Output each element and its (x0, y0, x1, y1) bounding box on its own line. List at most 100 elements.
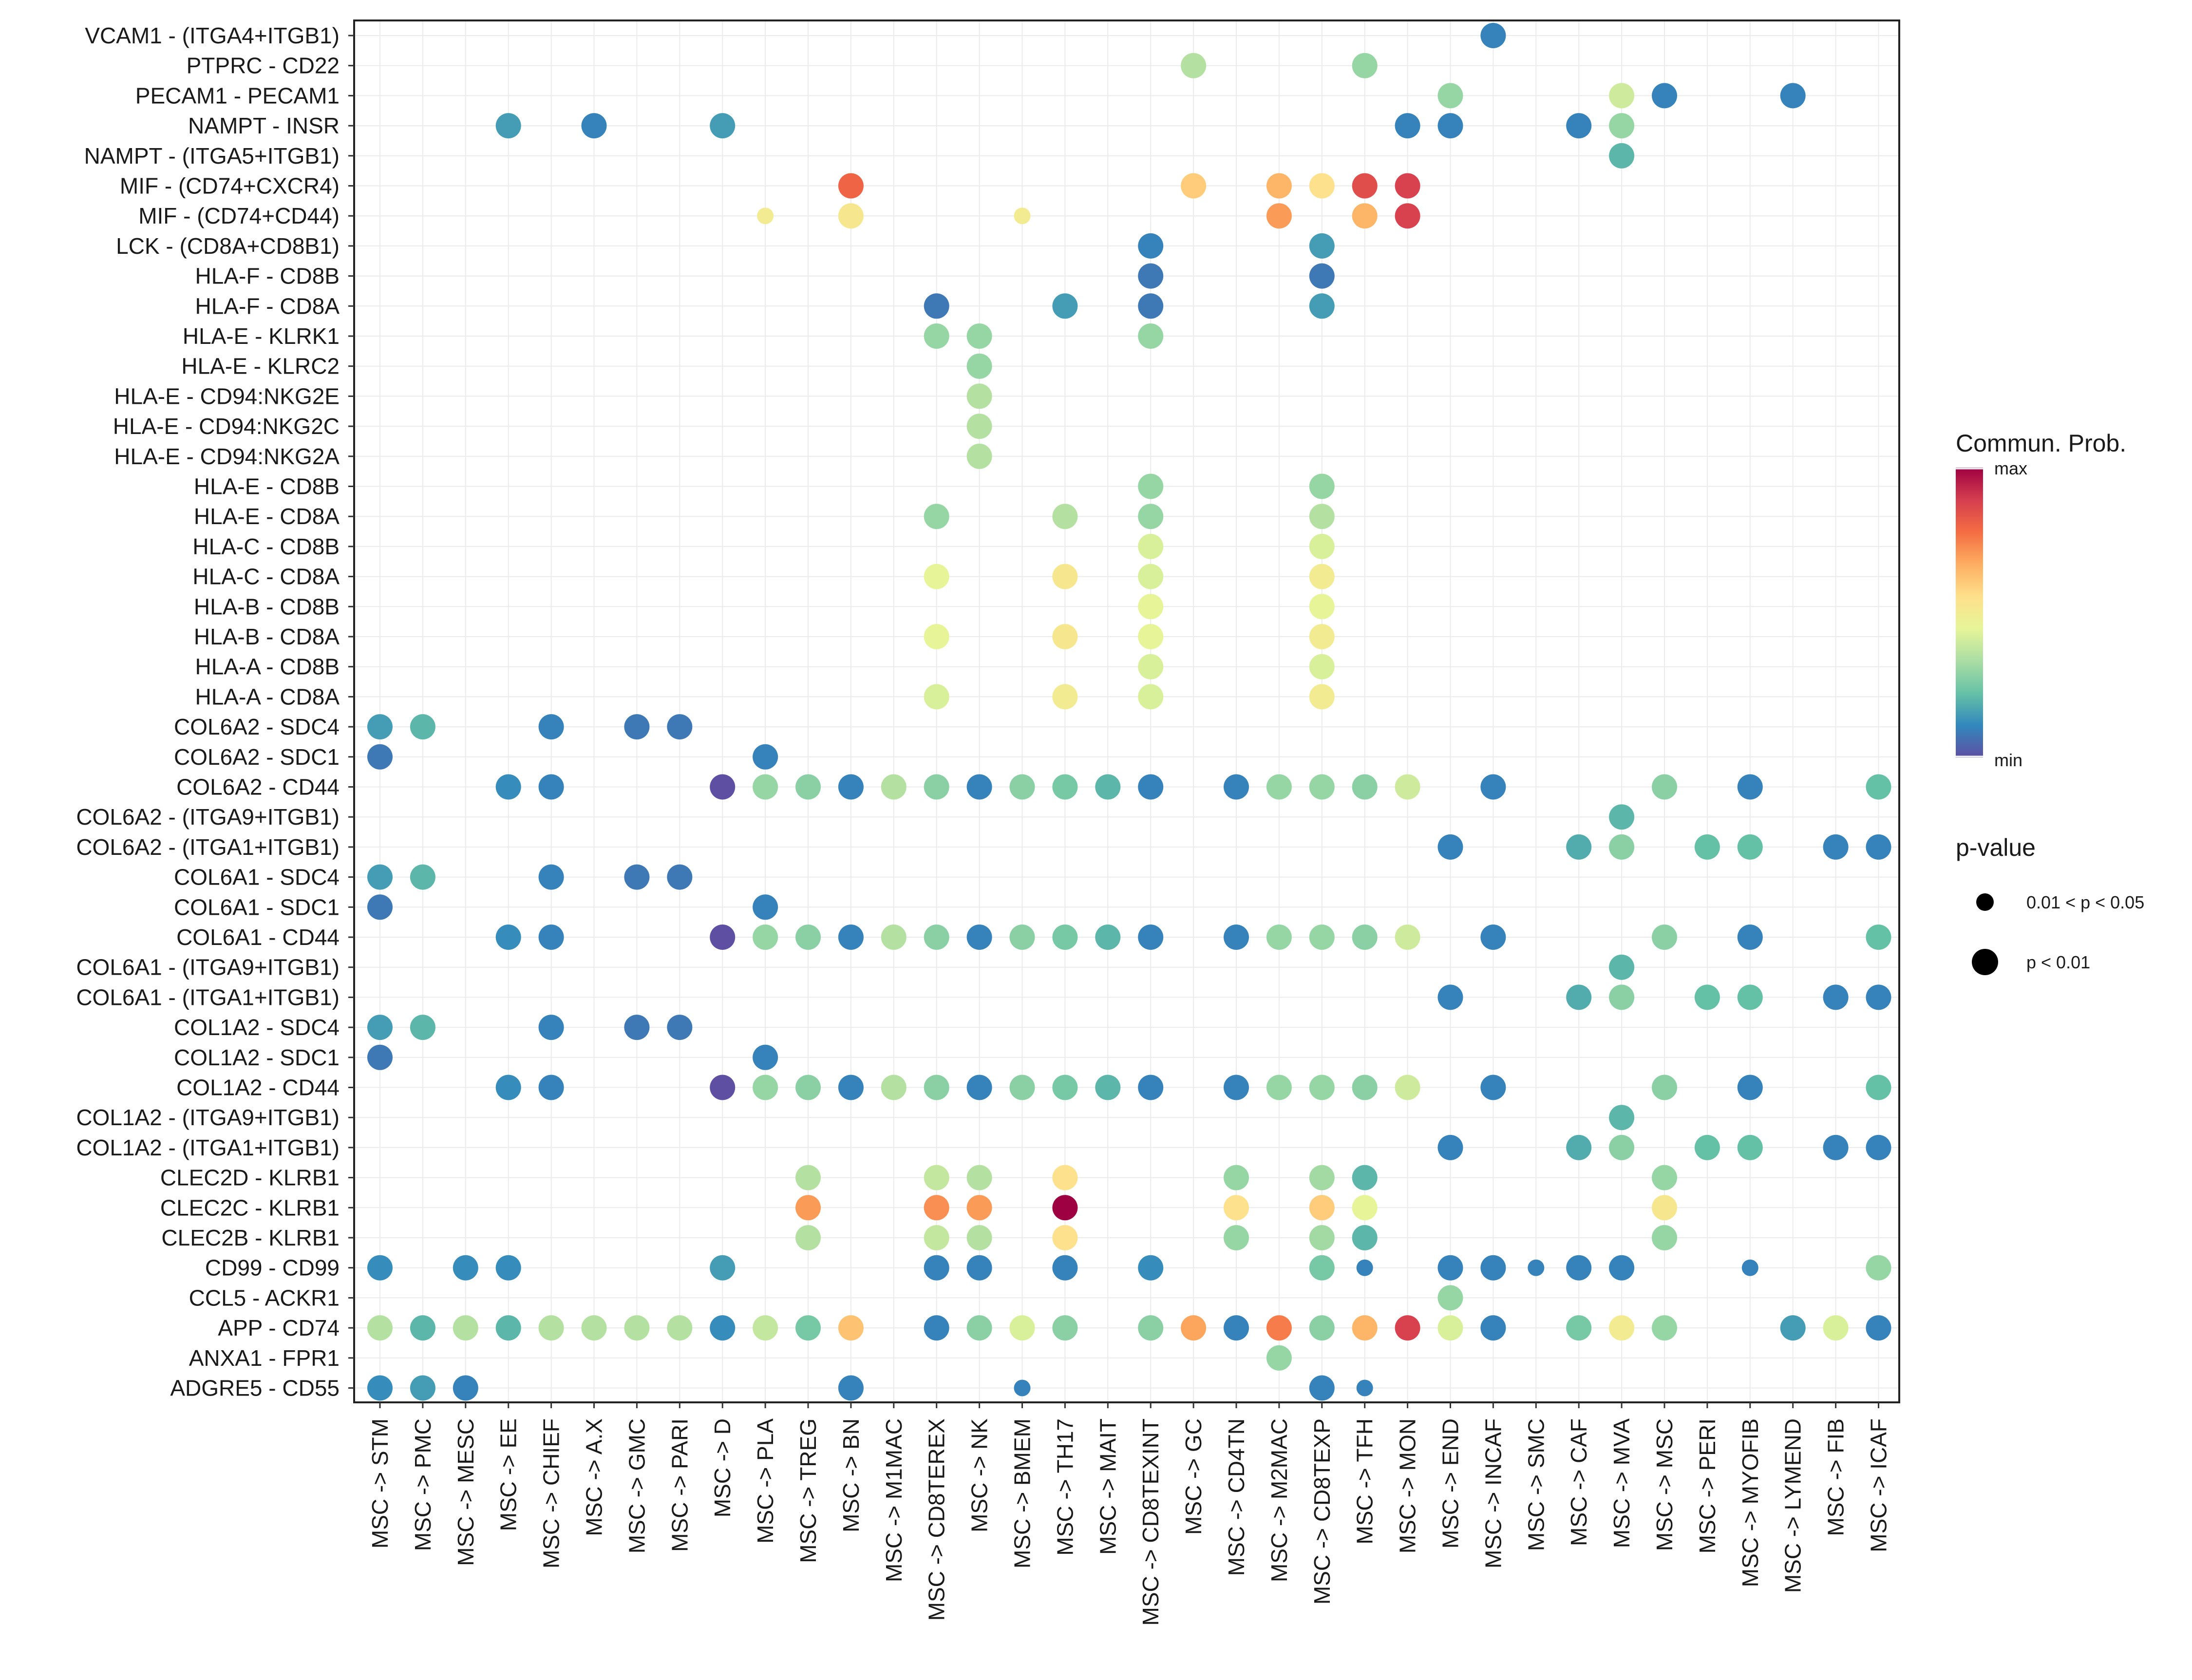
data-point (1181, 173, 1207, 199)
data-point (667, 864, 693, 890)
data-point (924, 293, 949, 319)
x-tick-label: MSC -> SMC (1523, 1418, 1549, 1551)
size-legend-small-dot (1976, 893, 1994, 911)
data-point (1052, 1195, 1078, 1221)
data-point (710, 1255, 736, 1281)
data-point (1014, 1379, 1031, 1397)
data-point (1566, 1255, 1592, 1281)
data-point (1395, 774, 1420, 800)
data-point (1224, 1195, 1249, 1221)
data-point (1866, 984, 1891, 1010)
y-tick-label: HLA-E - CD94:NKG2E (114, 383, 340, 409)
data-point (1052, 1165, 1078, 1190)
data-point (1737, 834, 1763, 860)
data-point (1395, 203, 1420, 229)
color-legend-title: Commun. Prob. (1956, 430, 2126, 457)
data-point (966, 1225, 992, 1250)
data-point (1395, 1315, 1420, 1341)
data-point (1138, 473, 1164, 499)
data-point (1823, 1134, 1849, 1160)
data-point (710, 1075, 736, 1100)
data-point (495, 113, 521, 139)
data-point (838, 173, 864, 199)
data-point (1866, 1315, 1891, 1341)
data-point (538, 925, 564, 950)
y-tick-label: COL6A2 - (ITGA1+ITGB1) (76, 834, 340, 860)
data-point (966, 774, 992, 800)
data-point (1737, 925, 1763, 950)
y-tick-label: CCL5 - ACKR1 (189, 1285, 340, 1310)
data-point (1609, 1105, 1635, 1131)
data-point (367, 714, 393, 740)
data-point (795, 1075, 821, 1100)
data-point (1609, 1134, 1635, 1160)
data-point (966, 1165, 992, 1190)
data-point (924, 1315, 949, 1341)
data-point (1480, 1255, 1506, 1281)
data-points (367, 23, 1891, 1401)
data-point (1609, 1315, 1635, 1341)
data-point (1741, 1259, 1758, 1276)
data-point (1352, 1195, 1378, 1221)
x-tick-label: MSC -> TFH (1352, 1418, 1378, 1545)
data-point (624, 1015, 650, 1040)
data-point (538, 714, 564, 740)
size-legend-large-dot (1972, 949, 1998, 975)
data-point (367, 864, 393, 890)
data-point (367, 1315, 393, 1341)
data-point (966, 1255, 992, 1281)
data-point (1138, 624, 1164, 649)
colorbar-max-label: max (1994, 458, 2027, 478)
data-point (1309, 233, 1335, 259)
data-point (1266, 1315, 1292, 1341)
data-point (1609, 1255, 1635, 1281)
data-point (1009, 1075, 1035, 1100)
data-point (410, 1015, 435, 1040)
data-point (1866, 1134, 1891, 1160)
x-tick-label: MSC -> LYMEND (1780, 1418, 1806, 1593)
data-point (538, 864, 564, 890)
data-point (1437, 1255, 1463, 1281)
data-point (710, 1315, 736, 1341)
data-point (1609, 984, 1635, 1010)
data-point (1352, 173, 1378, 199)
data-point (1052, 1255, 1078, 1281)
x-tick-label: MSC -> MAIT (1095, 1418, 1120, 1555)
y-tick-label: LCK - (CD8A+CD8B1) (116, 233, 340, 259)
y-tick-label: APP - CD74 (218, 1315, 340, 1340)
x-tick-label: MSC -> NK (967, 1418, 992, 1532)
y-tick-label: HLA-E - KLRK1 (183, 323, 340, 349)
data-point (924, 1075, 949, 1100)
size-legend-title: p-value (1956, 834, 2036, 861)
data-point (1609, 143, 1635, 169)
data-point (1352, 774, 1378, 800)
x-tick-label: MSC -> EE (496, 1418, 521, 1531)
y-tick-label: MIF - (CD74+CD44) (138, 203, 340, 228)
data-point (1737, 1075, 1763, 1100)
y-tick-label: PTPRC - CD22 (187, 53, 340, 78)
x-tick-label: MSC -> CHIEF (539, 1418, 564, 1568)
data-point (1395, 173, 1420, 199)
x-tick-label: MSC -> CD8TEXP (1309, 1418, 1335, 1604)
data-point (367, 744, 393, 770)
x-tick-label: MSC -> PLA (753, 1418, 778, 1544)
data-point (1866, 834, 1891, 860)
data-point (1352, 53, 1378, 78)
y-tick-label: HLA-E - CD8B (194, 474, 340, 499)
data-point (1052, 1225, 1078, 1250)
data-point (1052, 1315, 1078, 1341)
data-point (1866, 925, 1891, 950)
data-point (1566, 984, 1592, 1010)
data-point (1266, 173, 1292, 199)
data-point (1224, 1225, 1249, 1250)
y-tick-label: HLA-F - CD8A (195, 293, 340, 319)
data-point (924, 1195, 949, 1221)
data-point (1138, 654, 1164, 680)
data-point (753, 1044, 778, 1070)
data-point (667, 1315, 693, 1341)
data-point (1309, 473, 1335, 499)
y-axis: VCAM1 - (ITGA4+ITGB1) PTPRC - CD22 PECAM1 … (76, 23, 354, 1401)
y-tick-label: COL6A1 - (ITGA1+ITGB1) (76, 984, 340, 1010)
data-point (1566, 834, 1592, 860)
data-point (1266, 774, 1292, 800)
